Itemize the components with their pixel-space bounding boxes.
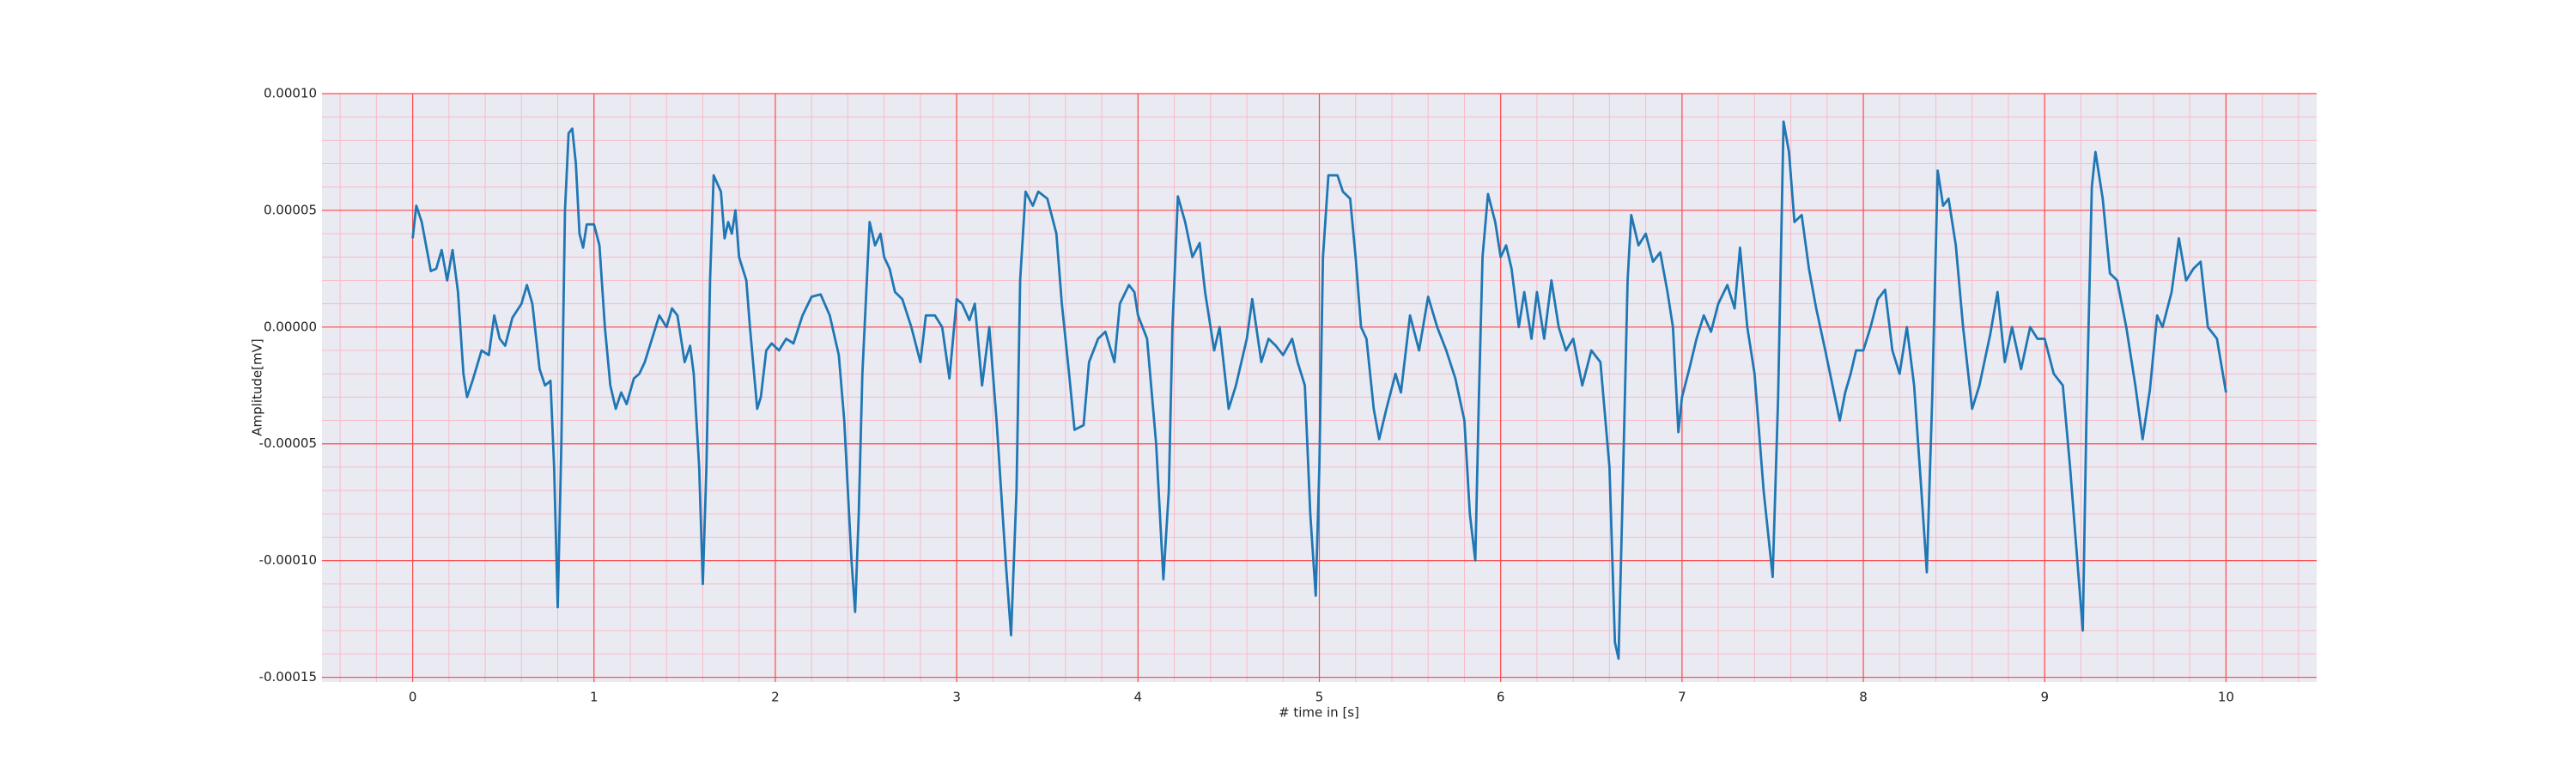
x-axis-label: # time in [s] [1279,705,1359,721]
y-axis-label: Amplitude[mV] [250,338,265,435]
x-tick-label: 5 [1315,690,1324,705]
x-tick-label: 2 [771,690,780,705]
x-tick-label: 7 [1678,690,1686,705]
x-tick-label: 6 [1497,690,1505,705]
y-tick-label: 0.00010 [264,86,317,101]
x-tick-label: 0 [409,690,417,705]
x-tick-label: 8 [1859,690,1868,705]
x-tick-label: 9 [2040,690,2049,705]
y-tick-label: 0.00000 [264,319,317,334]
y-tick-label: -0.00005 [259,435,317,451]
x-tick-label: 4 [1134,690,1143,705]
x-tick-label: 1 [590,690,598,705]
signal-line [411,120,2227,660]
x-tick-label: 10 [2218,690,2234,705]
y-tick-label: -0.00010 [259,552,317,568]
major-grid [322,93,2317,682]
data-lines [411,120,2227,660]
x-tick-label: 3 [952,690,961,705]
y-tick-label: -0.00015 [259,669,317,685]
y-tick-label: 0.00005 [264,202,317,217]
